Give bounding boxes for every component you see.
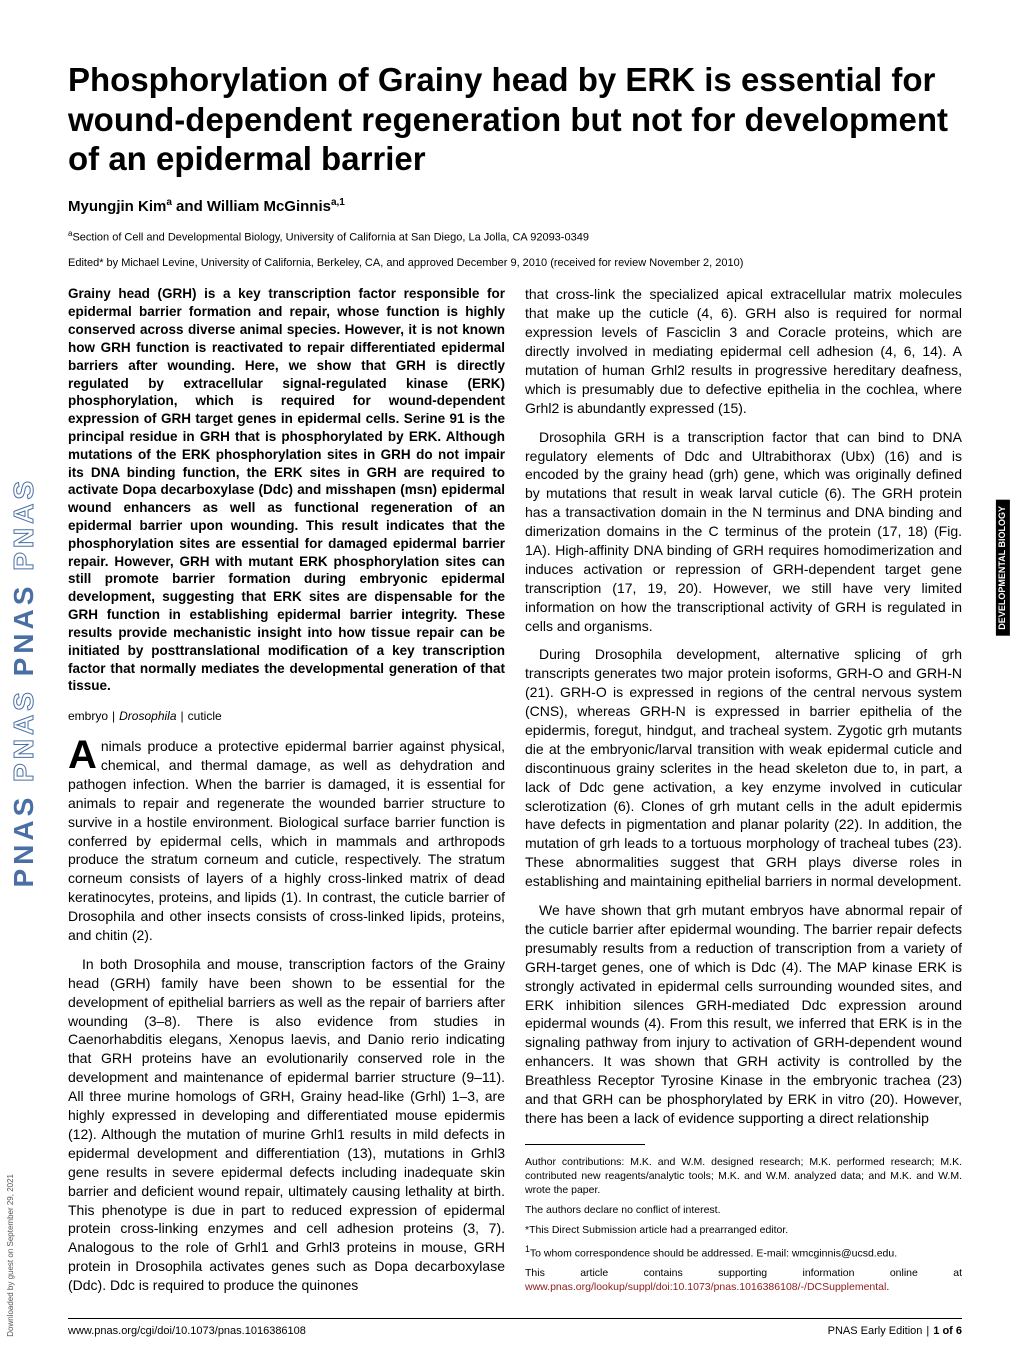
kw-sep-1: | [112, 709, 115, 723]
right-column: that cross-link the specialized apical e… [525, 285, 962, 1305]
footnote-direct: *This Direct Submission article had a pr… [525, 1223, 962, 1237]
download-label: Downloaded by guest on September 29, 202… [6, 1174, 15, 1337]
pnas-logo: PNAS PNAS PNAS PNAS [8, 477, 40, 888]
logo-outline-1: PNAS [8, 688, 39, 782]
sidebar-logo: PNAS PNAS PNAS PNAS [0, 0, 48, 1365]
supp-post: . [886, 1281, 889, 1293]
content-area: Phosphorylation of Grainy head by ERK is… [48, 0, 1020, 1365]
footnote-divider [525, 1144, 645, 1145]
keywords: embryo | Drosophila | cuticle [68, 709, 505, 723]
body-p2: In both Drosophila and mouse, transcript… [68, 955, 505, 1295]
body-p6: We have shown that grh mutant embryos ha… [525, 901, 962, 1128]
bottom-doi: www.pnas.org/cgi/doi/10.1073/pnas.101638… [68, 1325, 306, 1337]
kw-1: embryo [68, 709, 108, 723]
footnote-conflict: The authors declare no conflict of inter… [525, 1203, 962, 1217]
affiliation: aSection of Cell and Developmental Biolo… [68, 229, 962, 244]
dropcap: A [68, 737, 101, 773]
two-columns: Grainy head (GRH) is a key transcription… [68, 285, 962, 1305]
logo-solid-2: PNAS [8, 583, 39, 677]
body-p3: that cross-link the specialized apical e… [525, 285, 962, 417]
page: PNAS PNAS PNAS PNAS Downloaded by guest … [0, 0, 1020, 1365]
author-2-super: a,1 [331, 197, 345, 208]
footnote-contrib: Author contributions: M.K. and W.M. desi… [525, 1155, 962, 1198]
bottom-page: PNAS Early Edition| 1 of 6 [828, 1325, 962, 1337]
author-joiner: and [172, 198, 207, 215]
bottom-sep: | [926, 1325, 929, 1337]
corresp-text: To whom correspondence should be address… [530, 1247, 897, 1259]
footnote-supp: This article contains supporting informa… [525, 1266, 962, 1294]
bottom-pagenum: 1 of 6 [933, 1325, 962, 1337]
affiliation-text: Section of Cell and Developmental Biolog… [72, 231, 588, 243]
logo-solid-1: PNAS [8, 794, 39, 888]
edited-line: Edited* by Michael Levine, University of… [68, 257, 962, 269]
p1-text: nimals produce a protective epidermal ba… [68, 738, 505, 943]
bottom-label: PNAS Early Edition [828, 1325, 923, 1337]
author-1: Myungjin Kim [68, 198, 166, 215]
footnote-corresp: 1To whom correspondence should be addres… [525, 1244, 962, 1261]
left-column: Grainy head (GRH) is a key transcription… [68, 285, 505, 1305]
body-p4: Drosophila GRH is a transcription factor… [525, 428, 962, 636]
body-p5: During Drosophila development, alternati… [525, 645, 962, 891]
supp-link[interactable]: www.pnas.org/lookup/suppl/doi:10.1073/pn… [525, 1281, 886, 1293]
logo-outline-2: PNAS [8, 477, 39, 571]
article-title: Phosphorylation of Grainy head by ERK is… [68, 60, 962, 179]
bottom-bar: www.pnas.org/cgi/doi/10.1073/pnas.101638… [68, 1318, 962, 1337]
body-p1: Animals produce a protective epidermal b… [68, 737, 505, 945]
author-2: William McGinnis [207, 198, 331, 215]
abstract: Grainy head (GRH) is a key transcription… [68, 285, 505, 695]
supp-pre: This article contains supporting informa… [525, 1267, 962, 1279]
kw-sep-2: | [181, 709, 184, 723]
author-list: Myungjin Kima and William McGinnisa,1 [68, 197, 962, 215]
kw-3: cuticle [188, 709, 222, 723]
kw-2: Drosophila [119, 709, 176, 723]
section-label: DEVELOPMENTAL BIOLOGY [996, 500, 1010, 636]
